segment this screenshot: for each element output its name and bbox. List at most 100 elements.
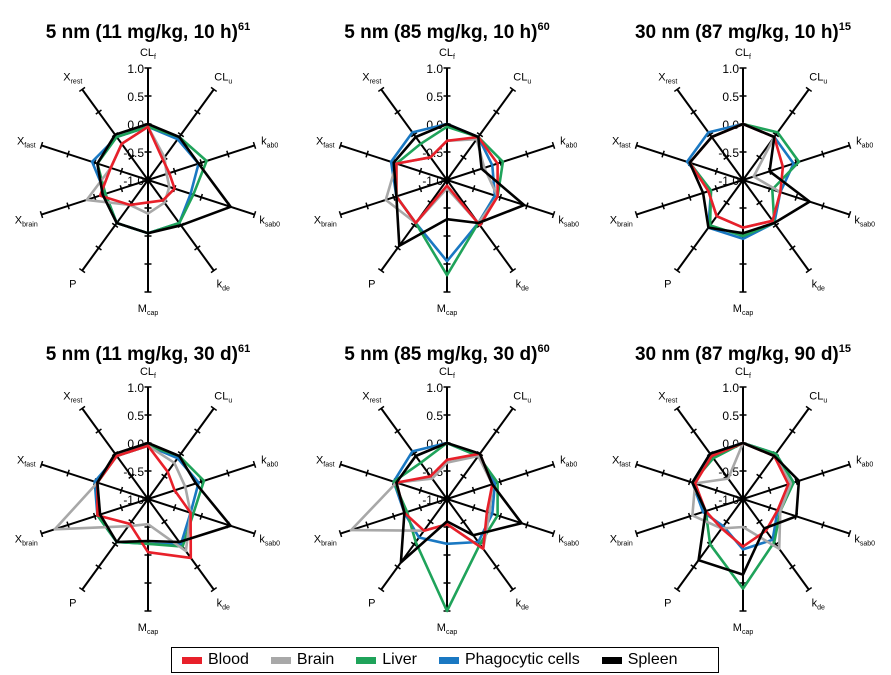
tick-label: 0.5 — [426, 409, 443, 423]
spoke-tick — [687, 478, 692, 486]
axis-label-p: P — [69, 598, 76, 610]
spoke-tick — [210, 267, 218, 274]
axis-label-xfast: Xfast — [612, 454, 631, 468]
spoke-tick — [525, 202, 529, 210]
spoke-tick — [661, 150, 665, 158]
axis-label-ksab0: ksab0 — [259, 534, 280, 548]
spoke-tick — [772, 132, 780, 138]
spoke-tick — [460, 154, 467, 161]
spoke-tick — [226, 150, 230, 158]
spoke-tick — [66, 469, 70, 477]
axis-label-kde: kde — [516, 279, 529, 293]
spoke-tick — [476, 132, 484, 138]
spoke-tick — [471, 185, 476, 193]
tick-label: -0.5 — [123, 146, 144, 160]
axis-label-xrest: Xrest — [362, 71, 381, 85]
axis-label-clf: CLf — [140, 366, 156, 380]
axis-label-xrest: Xrest — [63, 390, 82, 404]
axis-label-p: P — [368, 279, 375, 291]
tick-label: 1.0 — [722, 62, 739, 76]
spoke-tick — [673, 267, 681, 274]
spoke-tick — [394, 564, 401, 570]
spoke-tick — [509, 86, 517, 93]
axis-label-clf: CLf — [140, 47, 156, 61]
radar-panel-3: 30 nm (87 mg/kg, 10 h)15 CLf CLu kab0 ksab0 k… — [610, 21, 875, 317]
axis-label-kde: kde — [217, 598, 230, 612]
spoke-tick — [394, 109, 401, 115]
axis-label-clu: CLu — [513, 390, 531, 404]
axis-label-ksab0: ksab0 — [259, 215, 280, 229]
spoke-tick — [772, 222, 780, 228]
chart-legend: Blood Brain Liver Phagocytic cells Splee… — [171, 647, 719, 673]
axis-label-xrest: Xrest — [362, 390, 381, 404]
spoke-tick — [525, 150, 529, 158]
spoke-tick — [66, 202, 70, 210]
axis-label-mcap: Mcap — [733, 622, 754, 636]
spoke-tick — [194, 245, 201, 251]
axis-label-xfast: Xfast — [316, 135, 335, 149]
axis-label-xbrain: Xbrain — [15, 534, 38, 548]
spoke-tick — [391, 193, 396, 201]
spoke-tick — [128, 154, 135, 161]
spoke-tick — [756, 518, 763, 525]
spoke-tick — [418, 167, 423, 175]
axis-label-clu: CLu — [513, 71, 531, 85]
spoke-tick — [551, 141, 556, 149]
spoke-tick — [119, 167, 124, 175]
series-spleen — [96, 122, 232, 235]
spoke-tick — [92, 512, 97, 520]
spoke-tick — [723, 199, 730, 206]
legend-swatch-brain — [270, 656, 291, 664]
spoke-tick — [119, 504, 124, 512]
spoke-tick — [394, 428, 401, 434]
spoke-tick — [365, 521, 369, 529]
spoke-tick — [509, 586, 517, 593]
axis-label-mcap: Mcap — [437, 622, 458, 636]
spoke-tick — [723, 518, 730, 525]
spoke-tick — [805, 86, 813, 93]
spoke-tick — [847, 530, 852, 538]
axis-label-kde: kde — [812, 279, 825, 293]
spoke-tick — [338, 460, 343, 468]
axis-label-clf: CLf — [735, 47, 751, 61]
spoke-tick — [365, 202, 369, 210]
spoke-tick — [111, 541, 119, 547]
spoke-tick — [95, 109, 102, 115]
axis-label-kab0: kab0 — [261, 135, 278, 149]
spoke-tick — [634, 211, 639, 219]
axis-label-xrest: Xrest — [658, 71, 677, 85]
axis-label-p: P — [69, 279, 76, 291]
axis-label-kde: kde — [516, 598, 529, 612]
spoke-tick — [410, 451, 418, 457]
axis-label-clf: CLf — [439, 47, 455, 61]
series-liver — [395, 125, 505, 277]
spoke-tick — [634, 530, 639, 538]
spoke-tick — [821, 202, 825, 210]
series-blood — [98, 125, 176, 207]
series-phagocytic-cells — [685, 122, 795, 241]
axis-label-clu: CLu — [809, 71, 827, 85]
legend-swatch-liver — [356, 656, 377, 664]
axis-label-kab0: kab0 — [856, 135, 873, 149]
axis-label-kab0: kab0 — [560, 454, 577, 468]
legend-item-liver: Liver — [356, 651, 417, 669]
axis-label-p: P — [664, 279, 671, 291]
spoke-tick — [551, 211, 556, 219]
spoke-tick — [471, 167, 476, 175]
spoke-tick — [128, 473, 135, 480]
spoke-tick — [177, 451, 185, 457]
axis-label-mcap: Mcap — [437, 303, 458, 317]
series-phagocytic-cells — [389, 122, 497, 263]
panel-title: 5 nm (85 mg/kg, 10 h)60 — [344, 21, 549, 43]
axis-label-kab0: kab0 — [261, 454, 278, 468]
spoke-tick — [365, 469, 369, 477]
tick-label: 1.0 — [426, 381, 443, 395]
spoke-tick — [690, 245, 697, 251]
spoke-tick — [161, 518, 168, 525]
spoke-tick — [199, 159, 204, 167]
spoke-tick — [805, 586, 813, 593]
spoke-tick — [66, 521, 70, 529]
panel-title: 30 nm (87 mg/kg, 90 d)15 — [635, 343, 851, 365]
spoke-tick — [805, 267, 813, 274]
axis-label-xbrain: Xbrain — [314, 215, 337, 229]
